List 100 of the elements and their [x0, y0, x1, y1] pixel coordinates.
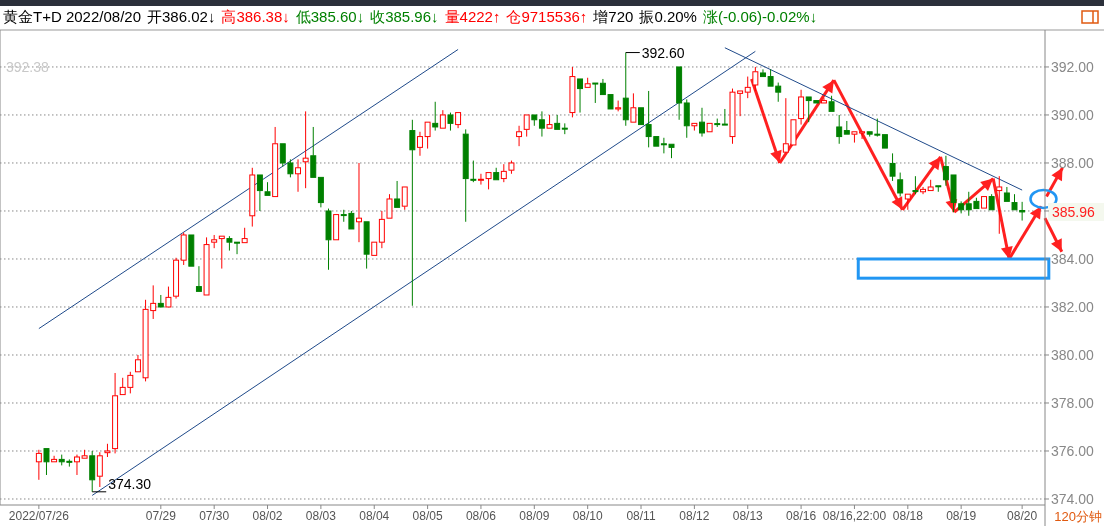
text: 量4222↑	[444, 8, 501, 25]
x-tick-label: 08/16	[786, 509, 817, 523]
candlestick	[996, 175, 1003, 235]
x-tick-label: 08/11	[626, 509, 656, 523]
text: 仓9715536↑	[506, 8, 588, 25]
candlestick	[195, 265, 202, 292]
text: 振0.20%	[639, 8, 697, 25]
candlestick	[371, 241, 378, 256]
y-tick-label: 390.00	[1051, 106, 1095, 123]
candlestick	[455, 112, 462, 129]
candlestick	[35, 449, 42, 481]
x-tick-label: 07/30	[199, 509, 230, 523]
text: 120分钟	[1054, 509, 1102, 524]
y-tick-label: 388.00	[1051, 154, 1095, 171]
candlestick	[622, 52, 629, 127]
candlestick	[302, 110, 309, 189]
candlestick	[356, 162, 362, 243]
x-tick-label: 08/06	[465, 509, 497, 523]
x-tick-label: 08/16,22:00	[822, 509, 887, 523]
candlestick	[699, 107, 705, 138]
candlestick	[241, 227, 248, 244]
candlestick	[409, 119, 416, 307]
text: 385.96	[1052, 203, 1096, 220]
candlestick	[691, 122, 698, 132]
candlestick	[264, 181, 271, 196]
annotation: 392.60	[641, 44, 685, 61]
x-tick-label: 08/19	[946, 509, 977, 523]
x-tick-label: 08/05	[412, 509, 443, 523]
y-tick-label: 380.00	[1051, 346, 1095, 363]
chart-title: 黄金T+D 2022/08/20	[3, 8, 141, 25]
candlestick	[112, 372, 119, 454]
candlestick	[188, 234, 195, 267]
candlestick	[256, 174, 263, 212]
candlestick	[538, 110, 545, 138]
candlestick	[843, 120, 850, 135]
text: 涨(-0.06)-0.02%↓	[702, 8, 818, 25]
text: 增720	[592, 8, 634, 25]
candlestick	[820, 97, 827, 104]
x-tick-label: 08/18	[892, 509, 924, 523]
candlestick	[272, 126, 279, 198]
text: 高386.38↓	[221, 8, 290, 25]
x-tick-label: 07/29	[145, 509, 177, 523]
x-tick-label: 08/02	[252, 509, 283, 523]
candlestick	[554, 114, 561, 130]
candlestick	[981, 196, 987, 209]
candlestick	[203, 236, 210, 296]
y-tick-label: 382.00	[1051, 298, 1095, 315]
y-tick-label: 378.00	[1051, 394, 1095, 411]
candlestick	[592, 82, 599, 104]
candlestick	[218, 235, 225, 270]
candlestick	[51, 455, 58, 463]
y-tick-label: 384.00	[1051, 250, 1095, 267]
candlestick	[43, 448, 50, 476]
text: 开386.02↓	[147, 8, 216, 25]
text: 低385.60↓	[295, 8, 365, 25]
candlestick	[1019, 201, 1026, 222]
candlestick	[363, 221, 370, 270]
candlestick	[394, 180, 401, 208]
candlestick	[378, 210, 385, 249]
x-tick-label: 08/13	[732, 509, 764, 523]
x-tick-label: 08/10	[572, 509, 603, 523]
y-tick-label: 392.00	[1051, 58, 1095, 75]
candlestick	[173, 257, 180, 300]
annotation: 374.30	[108, 475, 152, 492]
candlestick	[988, 193, 995, 211]
candlestick	[516, 125, 523, 147]
candlestick	[546, 114, 553, 129]
candlestick	[317, 176, 324, 208]
candlestick	[881, 134, 888, 149]
candlestick	[295, 158, 301, 193]
text: 收385.96↓	[370, 8, 439, 25]
candlestick	[577, 78, 584, 114]
candlestick	[165, 286, 172, 308]
x-tick-label: 08/04	[359, 509, 390, 523]
candlestick	[1011, 193, 1018, 211]
candlestick	[798, 89, 805, 126]
candlestick	[836, 114, 843, 145]
candlestick	[904, 193, 911, 211]
x-tick-label: 2022/07/26	[8, 509, 70, 523]
candlestick	[676, 66, 683, 121]
candlestick	[485, 172, 492, 190]
x-tick-label: 08/20	[1007, 509, 1038, 523]
x-tick-label: 08/09	[519, 509, 550, 523]
y-tick-label: 376.00	[1051, 443, 1095, 459]
candlestick	[531, 114, 538, 127]
x-tick-label: 08/12	[679, 509, 710, 523]
candlestick	[462, 128, 469, 223]
y-tick-label: 374.00	[1051, 491, 1095, 507]
candlestick	[721, 108, 728, 126]
candlestick	[310, 126, 317, 178]
candlestick	[333, 214, 340, 241]
candlestick	[477, 173, 484, 186]
candlestick	[706, 122, 713, 133]
candlestick	[157, 294, 164, 308]
candlestick	[920, 186, 927, 195]
candlestick	[523, 114, 530, 138]
candlestick	[638, 107, 644, 126]
candlestick	[1003, 186, 1010, 202]
x-tick-label: 08/03	[305, 509, 337, 523]
candlestick	[630, 92, 637, 123]
